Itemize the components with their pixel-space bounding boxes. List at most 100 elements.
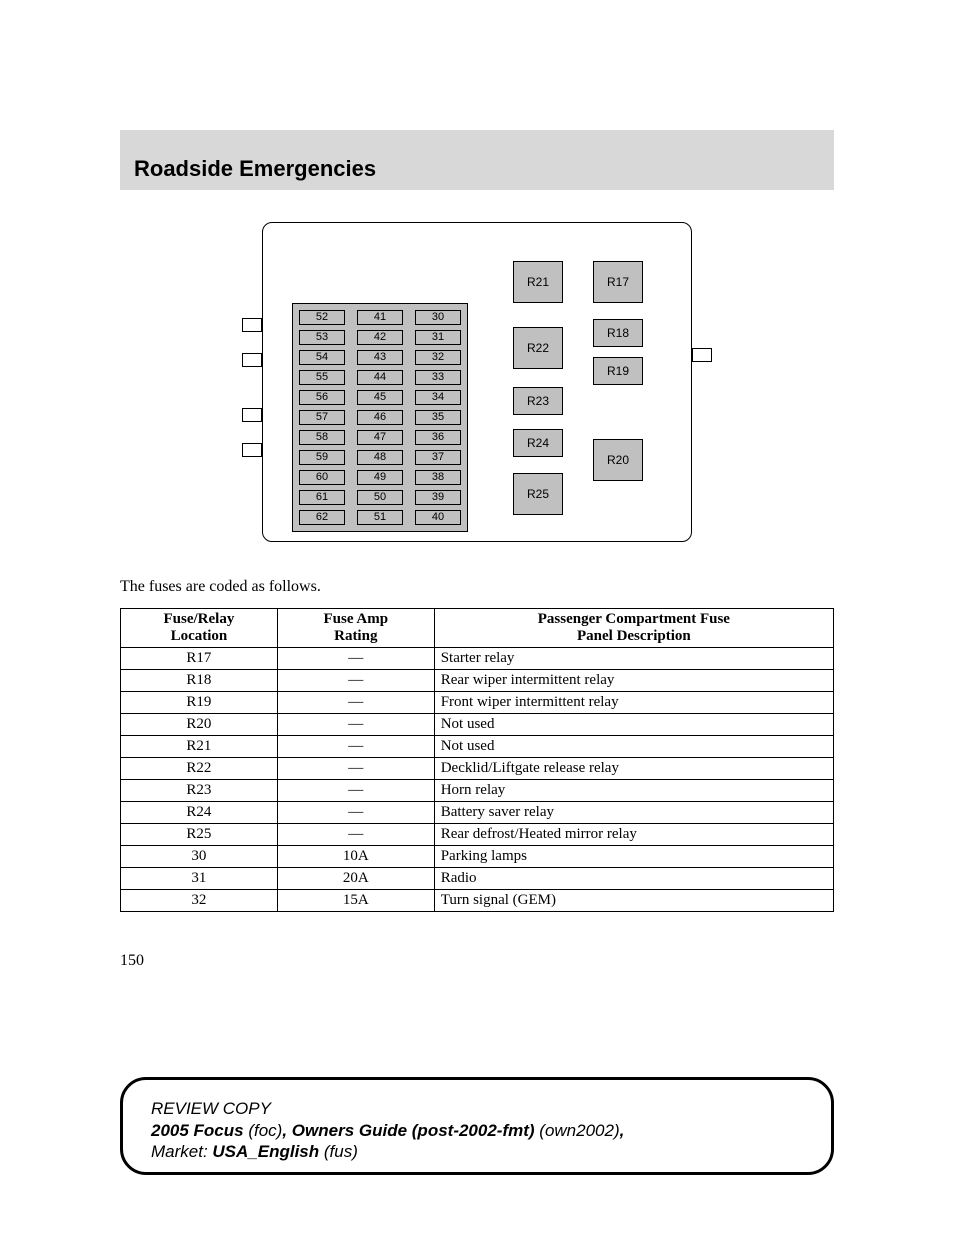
fuse-cell: 30 (415, 310, 461, 325)
fuse-cell: 55 (299, 370, 345, 385)
fuse-cell: 53 (299, 330, 345, 345)
footer-text: (fus) (319, 1142, 358, 1161)
cell-amp: 15A (277, 890, 434, 912)
fuse-cell: 46 (357, 410, 403, 425)
table-row: R23—Horn relay (121, 780, 834, 802)
cell-amp: — (277, 802, 434, 824)
fuse-cell: 35 (415, 410, 461, 425)
fuse-cell: 58 (299, 430, 345, 445)
cell-desc: Rear wiper intermittent relay (434, 670, 833, 692)
cell-loc: R24 (121, 802, 278, 824)
cell-amp: 20A (277, 868, 434, 890)
section-title: Roadside Emergencies (134, 156, 376, 182)
fuse-cell: 31 (415, 330, 461, 345)
footer-line3: Market: USA_English (fus) (151, 1141, 803, 1162)
footer-line2: 2005 Focus (foc), Owners Guide (post-200… (151, 1120, 803, 1141)
fuse-cell: 32 (415, 350, 461, 365)
section-header: Roadside Emergencies (120, 130, 834, 190)
fuse-cell: 38 (415, 470, 461, 485)
cell-amp: 10A (277, 846, 434, 868)
fuse-cell: 39 (415, 490, 461, 505)
fuse-cell: 50 (357, 490, 403, 505)
cell-loc: R21 (121, 736, 278, 758)
fuse-diagram: 524130 534231 544332 554433 564534 57463… (262, 222, 692, 542)
fuse-cell: 42 (357, 330, 403, 345)
relay-r17: R17 (593, 261, 643, 303)
fuse-cell: 59 (299, 450, 345, 465)
fuse-cell: 57 (299, 410, 345, 425)
cell-desc: Battery saver relay (434, 802, 833, 824)
fuse-cell: 51 (357, 510, 403, 525)
cell-loc: R25 (121, 824, 278, 846)
col-header-amp: Fuse AmpRating (277, 609, 434, 648)
diagram-tab (242, 353, 262, 367)
footer-text: USA_English (212, 1142, 319, 1161)
relay-r23: R23 (513, 387, 563, 415)
cell-loc: R22 (121, 758, 278, 780)
table-row: R21—Not used (121, 736, 834, 758)
table-row: R25—Rear defrost/Heated mirror relay (121, 824, 834, 846)
table-row: 3215ATurn signal (GEM) (121, 890, 834, 912)
table-row: R19—Front wiper intermittent relay (121, 692, 834, 714)
footer-text: Market: (151, 1142, 212, 1161)
cell-amp: — (277, 736, 434, 758)
fuse-cell: 37 (415, 450, 461, 465)
cell-amp: — (277, 648, 434, 670)
fuse-cell: 45 (357, 390, 403, 405)
table-row: R18—Rear wiper intermittent relay (121, 670, 834, 692)
cell-loc: R18 (121, 670, 278, 692)
diagram-tab (692, 348, 712, 362)
col-header-text: Rating (334, 628, 377, 644)
table-row: 3010AParking lamps (121, 846, 834, 868)
diagram-tab (242, 318, 262, 332)
relay-r21: R21 (513, 261, 563, 303)
cell-amp: — (277, 670, 434, 692)
fuse-cell: 60 (299, 470, 345, 485)
cell-loc: 32 (121, 890, 278, 912)
fuse-cell: 43 (357, 350, 403, 365)
cell-desc: Rear defrost/Heated mirror relay (434, 824, 833, 846)
fuse-cell: 41 (357, 310, 403, 325)
cell-amp: — (277, 714, 434, 736)
fuse-cell: 36 (415, 430, 461, 445)
fuse-cell: 44 (357, 370, 403, 385)
table-row: R17—Starter relay (121, 648, 834, 670)
table-row: R22—Decklid/Liftgate release relay (121, 758, 834, 780)
cell-desc: Decklid/Liftgate release relay (434, 758, 833, 780)
fuse-cell: 47 (357, 430, 403, 445)
cell-loc: R19 (121, 692, 278, 714)
col-header-location: Fuse/RelayLocation (121, 609, 278, 648)
cell-desc: Turn signal (GEM) (434, 890, 833, 912)
col-header-text: Fuse/Relay (164, 611, 235, 627)
fuse-cell: 49 (357, 470, 403, 485)
col-header-text: Passenger Compartment Fuse (538, 611, 730, 627)
cell-desc: Parking lamps (434, 846, 833, 868)
fuse-cell: 48 (357, 450, 403, 465)
footer-card: REVIEW COPY 2005 Focus (foc), Owners Gui… (120, 1077, 834, 1175)
fuse-cell: 56 (299, 390, 345, 405)
cell-desc: Horn relay (434, 780, 833, 802)
relay-r18: R18 (593, 319, 643, 347)
cell-amp: — (277, 758, 434, 780)
fuse-cell: 33 (415, 370, 461, 385)
relay-r20: R20 (593, 439, 643, 481)
footer-text: Owners Guide (post-2002-fmt) (292, 1121, 535, 1140)
diagram-tab (242, 408, 262, 422)
cell-loc: 31 (121, 868, 278, 890)
fuse-cell: 40 (415, 510, 461, 525)
cell-loc: R20 (121, 714, 278, 736)
page-number: 150 (120, 952, 834, 970)
footer-text: 2005 Focus (151, 1121, 244, 1140)
footer-text: , (282, 1121, 291, 1140)
cell-loc: R17 (121, 648, 278, 670)
table-row: R24—Battery saver relay (121, 802, 834, 824)
cell-loc: R23 (121, 780, 278, 802)
footer-line1: REVIEW COPY (151, 1098, 803, 1119)
cell-desc: Not used (434, 736, 833, 758)
cell-loc: 30 (121, 846, 278, 868)
col-header-desc: Passenger Compartment FusePanel Descript… (434, 609, 833, 648)
footer-text: (foc) (244, 1121, 283, 1140)
intro-text: The fuses are coded as follows. (120, 578, 834, 596)
col-header-text: Location (171, 628, 228, 644)
fuse-cell: 62 (299, 510, 345, 525)
